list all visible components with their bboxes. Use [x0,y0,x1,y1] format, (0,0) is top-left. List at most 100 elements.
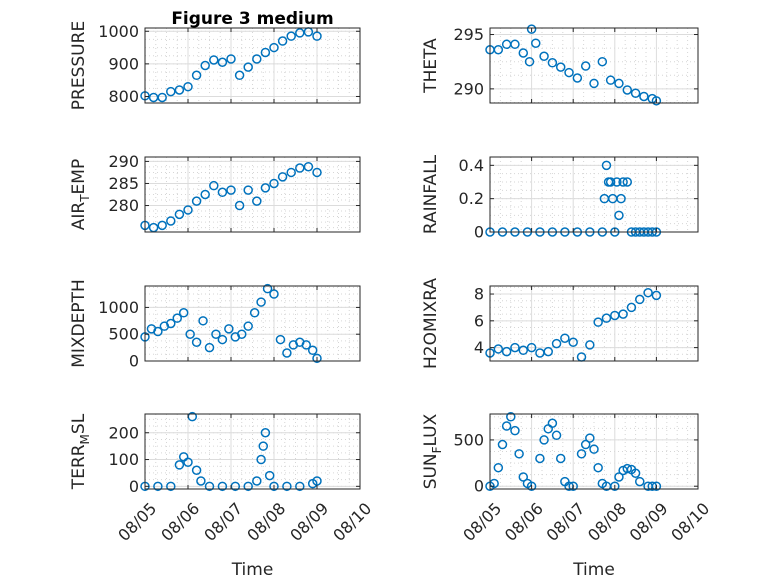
y-axis-label: AIRTEMP [69,159,92,230]
y-axis-label: THETA [421,38,441,94]
data-point [651,481,662,491]
y-axis-label: MIXDEPTH [69,279,89,368]
data-point [643,287,653,298]
data-point [252,196,262,206]
x-tick-label: 08/07 [200,499,246,545]
axes-box [144,156,361,233]
data-point [200,189,210,200]
data-point [493,462,504,473]
data-point [234,200,245,211]
data-point [616,193,626,204]
data-point [630,88,641,98]
y-axis-label: TERRMSL [69,413,92,490]
y-tick-label: 6 [474,311,484,330]
data-point [497,439,508,450]
data-point [157,220,167,231]
data-point [178,308,189,318]
data-point [166,216,176,226]
y-tick-label: 0 [129,477,139,496]
y-tick-label: 900 [108,54,139,73]
data-point [651,96,662,106]
x-tick-label: 08/05 [114,499,160,545]
data-point [601,313,612,323]
subplot-rainfall: 0 0.2 0.4 RAINFALL [421,154,699,242]
data-point [526,342,537,353]
data-point [211,329,221,339]
y-tick-label: 500 [453,430,484,449]
plot-area [145,286,360,361]
x-tick-label: 08/06 [501,499,547,545]
data-point [217,57,228,67]
data-point [269,178,279,189]
data-point [243,185,253,195]
axes-box [489,285,699,362]
x-axis-label: Time [231,560,274,580]
axes-box [144,285,361,362]
data-point [610,481,620,491]
data-point [153,326,163,337]
data-point [622,85,633,95]
plot-area [490,28,698,103]
y-axis-label: H2OMIXRA [421,278,441,369]
axes-box [144,413,361,490]
data-point [249,308,260,318]
axes-box [489,413,699,490]
data-point [585,433,595,443]
y-tick-label: 0.2 [459,189,484,208]
y-tick-label: 280 [108,196,139,215]
data-point [191,196,202,206]
data-point [204,481,215,492]
data-point [626,302,637,313]
data-point [198,316,208,326]
data-point [564,67,574,78]
data-point [547,58,558,68]
data-point [526,24,537,34]
data-point [535,453,545,464]
x-tick-label: 08/08 [243,499,289,545]
data-point [651,290,662,301]
data-point [312,31,322,41]
data-point [237,329,247,339]
data-point [204,342,215,353]
data-point [493,44,504,55]
x-tick-label: 08/09 [626,499,672,545]
x-tick-label: 08/05 [459,499,505,545]
y-tick-label: 500 [108,325,139,344]
data-point [614,472,624,482]
data-point [539,435,549,445]
data-point [174,460,185,470]
data-point [243,62,253,72]
x-tick-label: 08/08 [584,499,630,545]
data-point [506,412,516,422]
data-point [555,453,566,464]
data-point [209,55,219,65]
data-point [551,338,562,349]
data-point [639,91,649,102]
data-point [589,444,599,454]
y-tick-label: 8 [474,285,484,304]
data-point [226,54,236,64]
data-point [224,324,234,334]
data-point [243,321,253,331]
data-point [269,289,279,299]
data-point [174,209,185,220]
data-point [226,185,236,195]
data-point [612,177,622,187]
data-point [510,425,520,436]
axes-box [489,27,699,104]
data-point [282,481,292,492]
data-point [303,161,314,172]
data-point [518,48,529,58]
data-point [622,463,633,474]
data-point [547,418,558,429]
chart-title: Figure 3 medium [171,9,333,29]
x-axis-label: Time [572,560,615,580]
y-tick-label: 0 [129,352,139,371]
data-point [543,346,553,357]
data-point [157,92,167,103]
data-point [614,78,624,89]
y-tick-label: 0 [474,223,484,242]
data-point [243,481,253,492]
